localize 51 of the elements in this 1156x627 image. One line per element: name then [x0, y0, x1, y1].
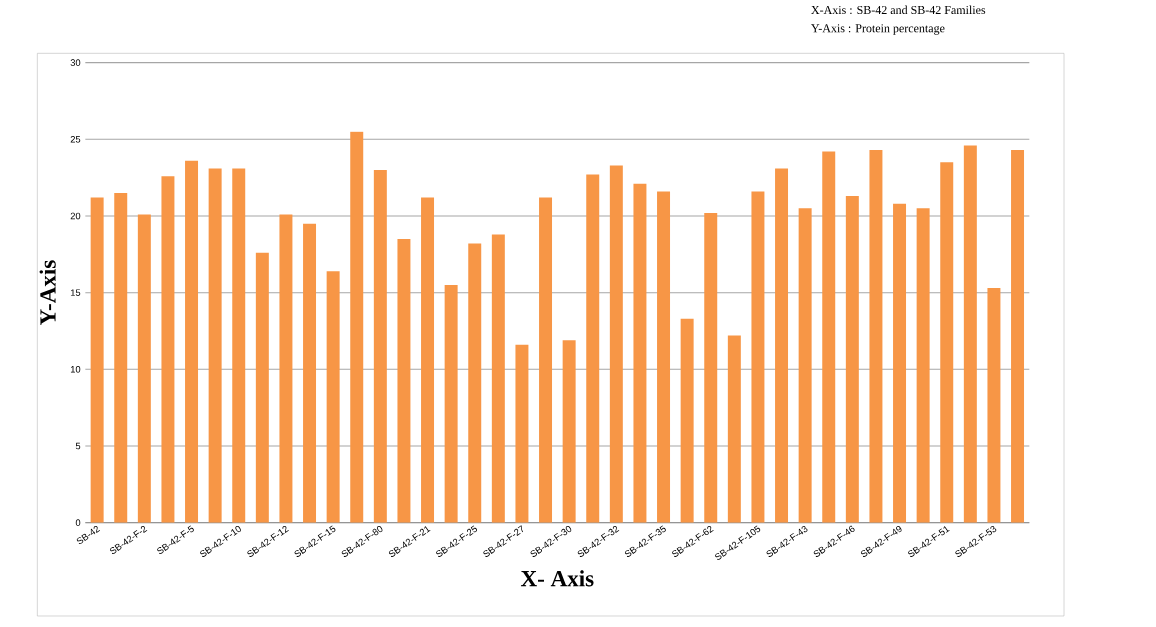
bar: [491, 234, 505, 523]
text: X-Axis : SB-42 and SB-42 Families: [811, 5, 986, 15]
bar: [232, 168, 246, 523]
bar: [586, 174, 600, 523]
bar: [208, 168, 222, 523]
bar: [303, 223, 317, 523]
bar: [114, 193, 128, 523]
y-tick-label: 0: [75, 519, 81, 527]
bar: [845, 196, 859, 523]
bar: [161, 176, 175, 523]
bar: [539, 197, 553, 523]
y-tick-label: 30: [70, 59, 81, 67]
bar: [562, 340, 576, 523]
bar: [397, 239, 411, 523]
bar: [279, 214, 293, 523]
bar: [468, 243, 482, 523]
bar: [940, 162, 954, 523]
bar: [987, 288, 1001, 523]
y-tick-label: 20: [70, 212, 81, 220]
bar: [657, 191, 671, 523]
bar: [185, 160, 199, 523]
x-axis-title: X- Axis: [520, 570, 594, 587]
bar: [373, 170, 387, 523]
y-tick-label: 10: [70, 366, 81, 373]
bar: [444, 285, 458, 523]
y-axis-title: Y-Axis: [39, 260, 56, 326]
bar: [326, 271, 340, 523]
y-tick-label: 5: [75, 442, 81, 450]
bar: [963, 145, 977, 523]
bar: [515, 344, 529, 523]
bar: [137, 214, 151, 523]
bar: [893, 203, 907, 523]
bar: [609, 165, 623, 523]
bar: [798, 208, 812, 523]
bar: [822, 151, 836, 523]
text: Y-Axis : Protein percentage: [811, 24, 945, 35]
y-tick-label: 15: [70, 289, 81, 297]
bar: [90, 197, 104, 523]
bar: [775, 168, 789, 523]
bar: [751, 191, 765, 523]
bar: [1011, 150, 1025, 523]
bar: [869, 150, 883, 523]
bar: [704, 213, 718, 523]
bar: [255, 252, 269, 523]
bar: [350, 131, 364, 523]
y-tick-label: 25: [70, 136, 81, 143]
bar: [680, 318, 694, 523]
bar: [916, 208, 930, 523]
bar: [633, 183, 647, 523]
bar: [421, 197, 435, 523]
bar: [727, 335, 741, 523]
